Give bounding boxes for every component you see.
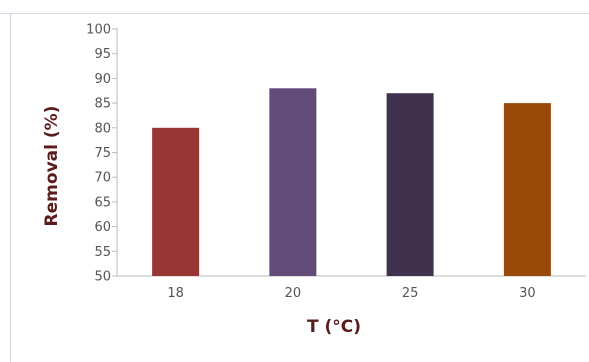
bar-20 — [269, 88, 317, 276]
bars-group — [152, 88, 551, 276]
bar-18 — [152, 127, 200, 276]
x-axis-ticks: 18 20 25 30 — [167, 286, 535, 301]
y-tick-label: 65 — [94, 195, 111, 210]
x-axis-title: T (°C) — [307, 317, 361, 337]
x-tick-label: 18 — [167, 286, 184, 301]
y-tick-label: 90 — [94, 72, 111, 87]
y-tick-label: 70 — [94, 171, 111, 186]
x-tick-label: 25 — [402, 286, 419, 301]
y-tick-label: 50 — [94, 270, 111, 285]
y-axis-ticks: 50 55 60 65 70 75 80 85 90 95 100 — [86, 23, 117, 285]
frame-top-border — [0, 13, 589, 14]
y-tick-label: 95 — [94, 47, 111, 62]
y-tick-label: 100 — [86, 23, 111, 38]
y-tick-label: 85 — [94, 97, 111, 112]
y-tick-label: 75 — [94, 146, 111, 161]
x-tick-label: 30 — [519, 286, 536, 301]
x-tick-label: 20 — [285, 286, 302, 301]
y-tick-label: 60 — [94, 220, 111, 235]
bar-30 — [503, 103, 551, 276]
y-tick-label: 55 — [94, 245, 111, 260]
y-axis-title: Removal (%) — [42, 106, 62, 227]
bar-25 — [386, 93, 434, 276]
y-tick-label: 80 — [94, 121, 111, 136]
frame-left-border — [10, 13, 11, 362]
